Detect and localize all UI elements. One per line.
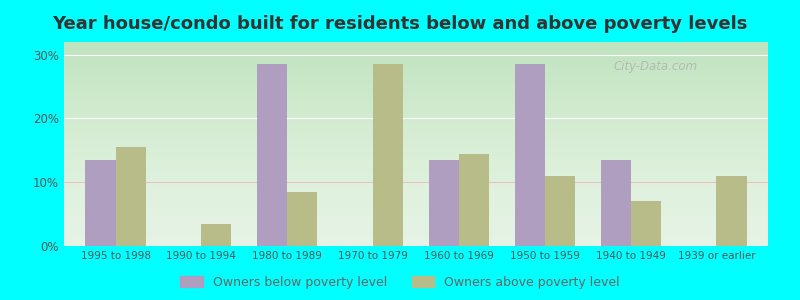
Bar [86,160,115,246]
Bar [630,201,661,246]
Text: Year house/condo built for residents below and above poverty levels: Year house/condo built for residents bel… [52,15,748,33]
Bar [257,64,287,246]
Bar [717,176,746,246]
Bar [429,160,459,246]
Bar [459,154,489,246]
Text: City-Data.com: City-Data.com [613,60,698,73]
Bar [202,224,231,246]
Bar [373,64,403,246]
Bar [514,64,545,246]
Legend: Owners below poverty level, Owners above poverty level: Owners below poverty level, Owners above… [175,271,625,294]
Bar [287,192,318,246]
Bar [601,160,630,246]
Bar [545,176,575,246]
Bar [115,147,146,246]
